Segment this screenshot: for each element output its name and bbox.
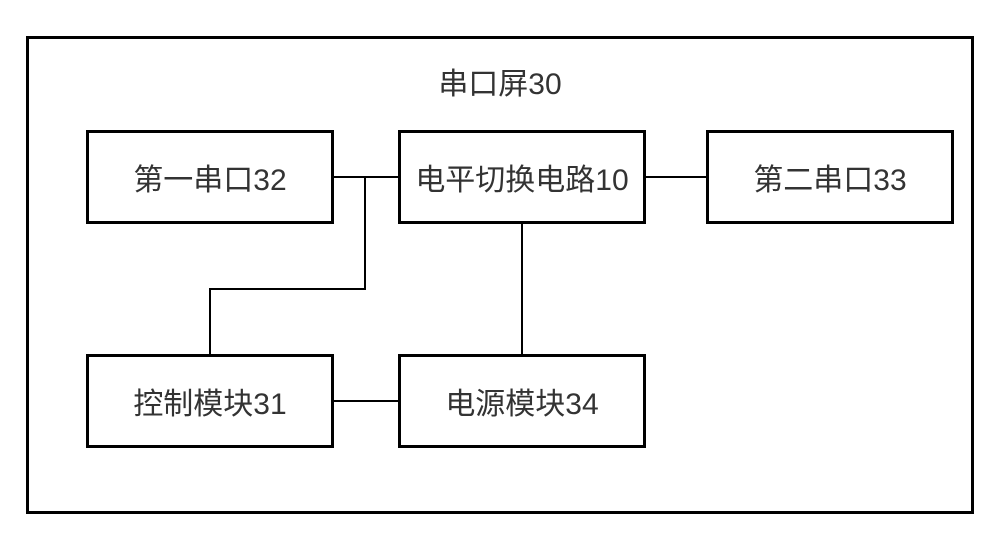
edge-segment: [334, 400, 398, 402]
node-label: 第一串口32: [133, 155, 286, 199]
diagram-canvas: 串口屏30 第一串口32 电平切换电路10 第二串口33 控制模块31 电源模块…: [0, 0, 1000, 541]
node-power-module-34: 电源模块34: [398, 354, 646, 448]
edge-segment: [209, 288, 211, 354]
edge-segment: [364, 176, 366, 290]
node-label: 电平切换电路10: [415, 155, 628, 199]
node-level-switch-circuit-10: 电平切换电路10: [398, 130, 646, 224]
edge-segment: [521, 224, 523, 354]
node-label: 电源模块34: [445, 379, 598, 423]
node-label: 第二串口33: [753, 155, 906, 199]
edge-segment: [646, 176, 706, 178]
node-control-module-31: 控制模块31: [86, 354, 334, 448]
edge-segment: [209, 288, 366, 290]
edge-segment: [334, 176, 398, 178]
node-label: 控制模块31: [133, 379, 286, 423]
node-second-serial-port-33: 第二串口33: [706, 130, 954, 224]
node-first-serial-port-32: 第一串口32: [86, 130, 334, 224]
outer-box-title: 串口屏30: [438, 59, 561, 103]
